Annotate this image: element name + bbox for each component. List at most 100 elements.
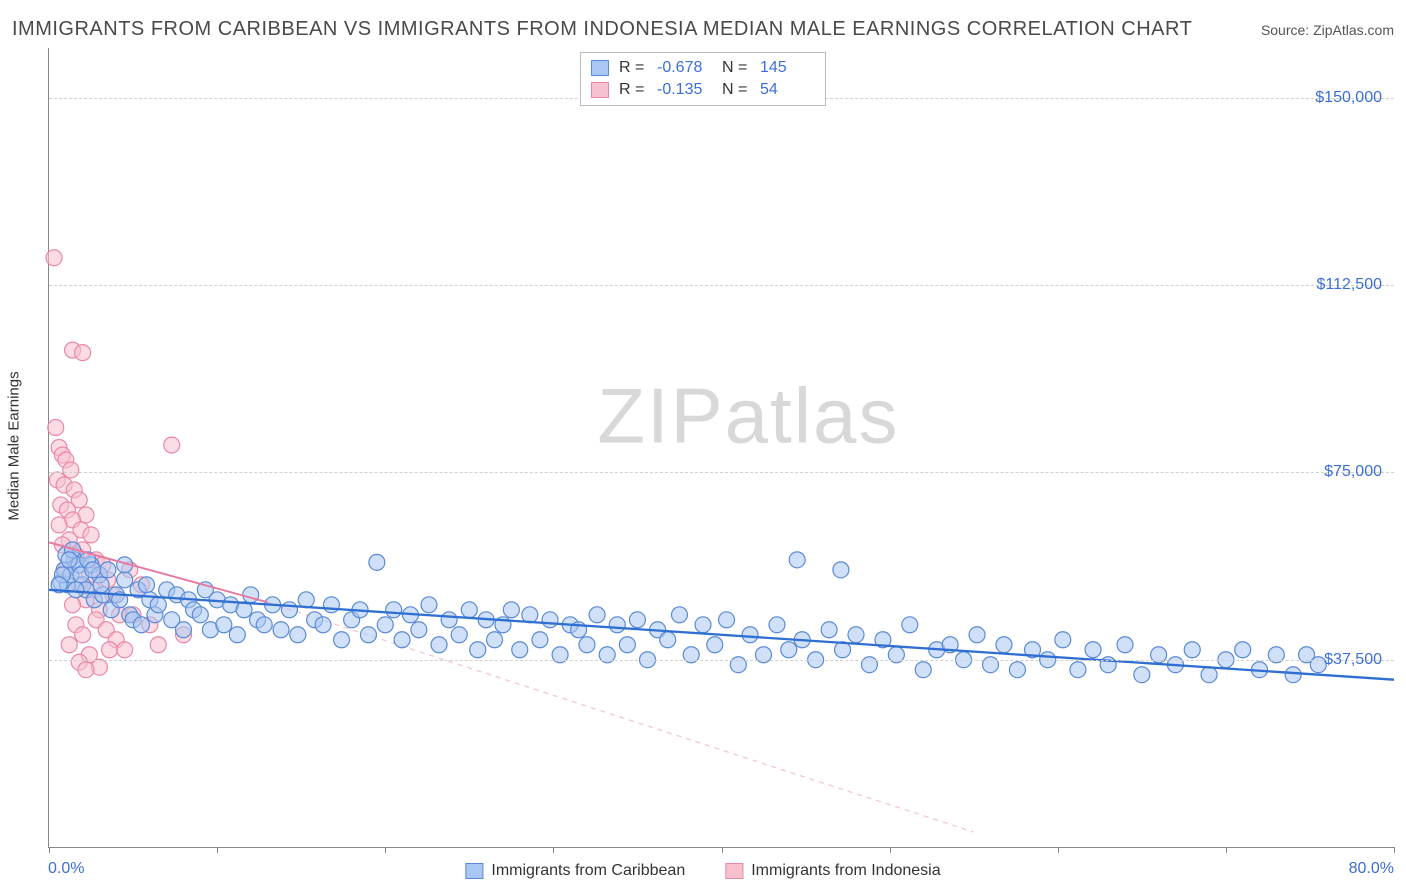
data-point-caribbean — [1134, 667, 1150, 683]
data-point-caribbean — [1117, 637, 1133, 653]
data-point-caribbean — [1009, 662, 1025, 678]
data-point-caribbean — [1085, 642, 1101, 658]
data-point-indonesia — [150, 637, 166, 653]
data-point-caribbean — [360, 627, 376, 643]
data-point-caribbean — [1201, 667, 1217, 683]
gridline — [49, 472, 1394, 473]
n-value-indonesia: 54 — [760, 79, 815, 101]
x-tick — [1058, 847, 1059, 853]
data-point-caribbean — [769, 617, 785, 633]
data-point-caribbean — [707, 637, 723, 653]
x-axis-label-left: 0.0% — [48, 860, 84, 878]
regression-line-caribbean — [49, 590, 1394, 680]
data-point-caribbean — [1184, 642, 1200, 658]
legend-series: Immigrants from Caribbean Immigrants fro… — [465, 862, 940, 880]
data-point-caribbean — [789, 552, 805, 568]
data-point-caribbean — [133, 617, 149, 633]
data-point-indonesia — [61, 637, 77, 653]
data-point-caribbean — [487, 632, 503, 648]
x-tick — [49, 847, 50, 853]
legend-label-caribbean: Immigrants from Caribbean — [491, 862, 685, 880]
x-tick — [1226, 847, 1227, 853]
data-point-caribbean — [281, 602, 297, 618]
data-point-caribbean — [68, 582, 84, 598]
data-point-caribbean — [461, 602, 477, 618]
data-point-caribbean — [377, 617, 393, 633]
y-tick-label: $112,500 — [1316, 276, 1382, 294]
data-point-caribbean — [85, 562, 101, 578]
data-point-caribbean — [298, 592, 314, 608]
swatch-caribbean-bottom — [465, 863, 483, 879]
data-point-caribbean — [100, 562, 116, 578]
gridline — [49, 285, 1394, 286]
data-point-caribbean — [512, 642, 528, 658]
data-point-caribbean — [323, 597, 339, 613]
plot-area: ZIPatlas $37,500$75,000$112,500$150,000 — [48, 48, 1394, 848]
data-point-caribbean — [192, 607, 208, 623]
data-point-caribbean — [176, 622, 192, 638]
data-point-caribbean — [315, 617, 331, 633]
data-point-caribbean — [273, 622, 289, 638]
data-point-caribbean — [542, 612, 558, 628]
data-point-caribbean — [451, 627, 467, 643]
data-point-caribbean — [589, 607, 605, 623]
gridline — [49, 660, 1394, 661]
data-point-caribbean — [394, 632, 410, 648]
legend-label-indonesia: Immigrants from Indonesia — [751, 862, 940, 880]
data-point-caribbean — [969, 627, 985, 643]
data-point-caribbean — [996, 637, 1012, 653]
data-point-indonesia — [63, 462, 79, 478]
x-tick — [1394, 847, 1395, 853]
data-point-indonesia — [102, 642, 118, 658]
data-point-caribbean — [256, 617, 272, 633]
data-point-caribbean — [1285, 667, 1301, 683]
data-point-caribbean — [369, 554, 385, 570]
x-tick — [722, 847, 723, 853]
data-point-caribbean — [833, 562, 849, 578]
data-point-caribbean — [821, 622, 837, 638]
data-point-indonesia — [46, 250, 62, 266]
r-value-caribbean: -0.678 — [657, 57, 712, 79]
data-point-caribbean — [902, 617, 918, 633]
swatch-indonesia-bottom — [725, 863, 743, 879]
data-point-indonesia — [83, 527, 99, 543]
data-point-caribbean — [441, 612, 457, 628]
data-point-indonesia — [75, 627, 91, 643]
n-value-caribbean: 145 — [760, 57, 815, 79]
data-point-caribbean — [431, 637, 447, 653]
y-tick-label: $37,500 — [1324, 651, 1382, 669]
x-axis-label-right: 80.0% — [1349, 860, 1394, 878]
data-point-caribbean — [579, 637, 595, 653]
chart-svg — [49, 48, 1394, 847]
data-point-caribbean — [1055, 632, 1071, 648]
data-point-caribbean — [139, 577, 155, 593]
data-point-caribbean — [695, 617, 711, 633]
data-point-indonesia — [117, 642, 133, 658]
data-point-caribbean — [522, 607, 538, 623]
data-point-caribbean — [411, 622, 427, 638]
data-point-caribbean — [619, 637, 635, 653]
data-point-caribbean — [150, 597, 166, 613]
data-point-indonesia — [51, 517, 67, 533]
data-point-indonesia — [164, 437, 180, 453]
data-point-indonesia — [78, 662, 94, 678]
data-point-caribbean — [915, 662, 931, 678]
data-point-caribbean — [609, 617, 625, 633]
source-label: Source: ZipAtlas.com — [1261, 22, 1394, 38]
data-point-caribbean — [117, 572, 133, 588]
data-point-indonesia — [65, 597, 81, 613]
data-point-caribbean — [781, 642, 797, 658]
y-tick-label: $75,000 — [1324, 463, 1382, 481]
data-point-caribbean — [629, 612, 645, 628]
r-value-indonesia: -0.135 — [657, 79, 712, 101]
data-point-caribbean — [386, 602, 402, 618]
data-point-caribbean — [532, 632, 548, 648]
data-point-caribbean — [660, 632, 676, 648]
data-point-caribbean — [61, 552, 77, 568]
swatch-caribbean — [591, 60, 609, 76]
legend-stats: R = -0.678 N = 145 R = -0.135 N = 54 — [580, 52, 826, 106]
data-point-caribbean — [290, 627, 306, 643]
y-axis-label: Median Male Earnings — [6, 371, 23, 520]
data-point-caribbean — [719, 612, 735, 628]
data-point-caribbean — [421, 597, 437, 613]
